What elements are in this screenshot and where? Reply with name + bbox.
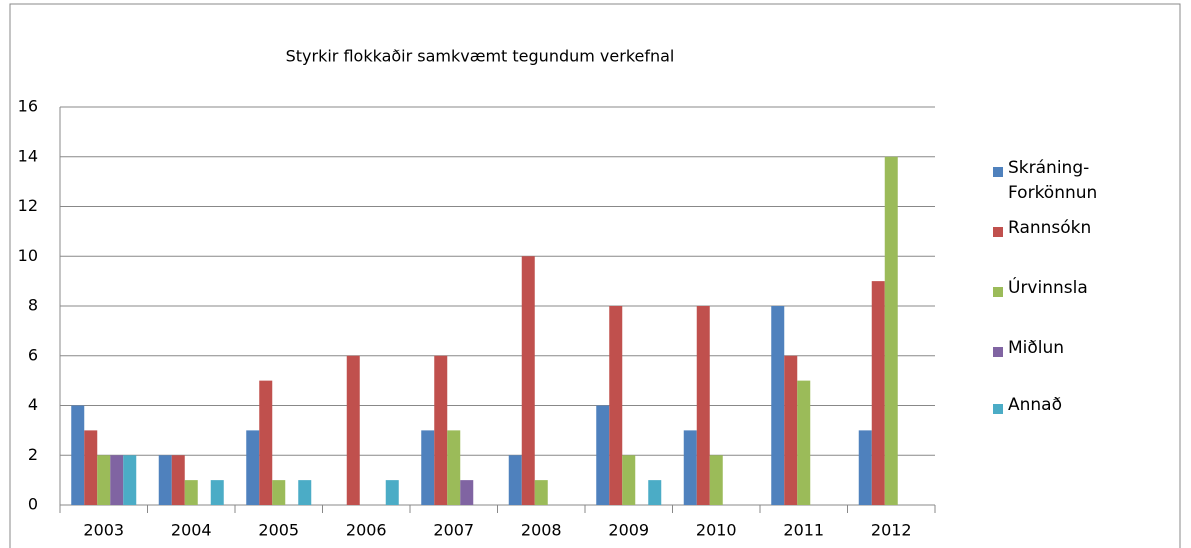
bar (110, 455, 124, 505)
legend-label: Rannsókn (1008, 218, 1092, 238)
legend-swatch (993, 287, 1003, 297)
bar (460, 480, 474, 505)
legend-swatch (993, 347, 1003, 357)
y-tick-label: 14 (18, 146, 38, 165)
x-tick-label: 2006 (346, 521, 387, 540)
bar (246, 430, 260, 505)
bar (521, 256, 535, 505)
bar (648, 480, 662, 505)
bar (797, 380, 811, 505)
legend-label: Úrvinnsla (1008, 278, 1088, 298)
bar (210, 480, 224, 505)
bar (858, 430, 872, 505)
y-tick-label: 12 (18, 196, 38, 215)
bar (447, 430, 461, 505)
legend-label: Annað (1008, 395, 1062, 415)
chart-frame (9, 3, 1181, 548)
x-tick-label: 2010 (696, 521, 737, 540)
bar (784, 355, 798, 505)
bar (709, 455, 723, 505)
x-tick-label: 2008 (521, 521, 562, 540)
legend-label: Miðlun (1008, 338, 1065, 358)
y-tick-label: 8 (28, 296, 38, 315)
x-tick-label: 2012 (871, 521, 912, 540)
legend-swatch (993, 167, 1003, 177)
legend-entry: Miðlun (993, 338, 1138, 361)
bar (871, 281, 885, 505)
bar (158, 455, 172, 505)
legend-entry: Rannsókn (993, 218, 1138, 241)
legend-entry: Úrvinnsla (993, 278, 1138, 301)
y-tick-label: 6 (28, 345, 38, 364)
y-tick-label: 4 (28, 395, 38, 414)
x-tick-label: 2004 (171, 521, 212, 540)
bar (683, 430, 697, 505)
x-tick-label: 2011 (783, 521, 824, 540)
legend-label: Skráning-Forkönnun (1008, 158, 1098, 203)
bar (696, 306, 710, 505)
bar (84, 430, 98, 505)
bar (184, 480, 198, 505)
bar (123, 455, 137, 505)
bar (171, 455, 185, 505)
bar (259, 380, 273, 505)
legend-entry: Annað (993, 395, 1138, 418)
bar (771, 306, 785, 505)
bar (609, 306, 623, 505)
y-tick-label: 10 (18, 246, 38, 265)
bar (434, 355, 448, 505)
bar (346, 355, 360, 505)
legend-entry: Skráning-Forkönnun (993, 158, 1138, 206)
bar (508, 455, 522, 505)
bar (272, 480, 286, 505)
y-tick-label: 16 (18, 97, 38, 116)
x-tick-label: 2009 (608, 521, 649, 540)
bar (421, 430, 435, 505)
chart-title: Styrkir flokkaðir samkvæmt tegundum verk… (286, 47, 675, 66)
bar (71, 405, 85, 505)
bar (385, 480, 399, 505)
bar (97, 455, 111, 505)
bar (622, 455, 636, 505)
bar (884, 156, 898, 505)
bar (298, 480, 312, 505)
legend-swatch (993, 227, 1003, 237)
bar (534, 480, 548, 505)
y-tick-label: 0 (28, 495, 38, 514)
y-tick-label: 2 (28, 445, 38, 464)
x-tick-label: 2005 (258, 521, 299, 540)
legend-swatch (993, 404, 1003, 414)
x-tick-label: 2003 (83, 521, 124, 540)
bar (596, 405, 610, 505)
x-tick-label: 2007 (433, 521, 474, 540)
